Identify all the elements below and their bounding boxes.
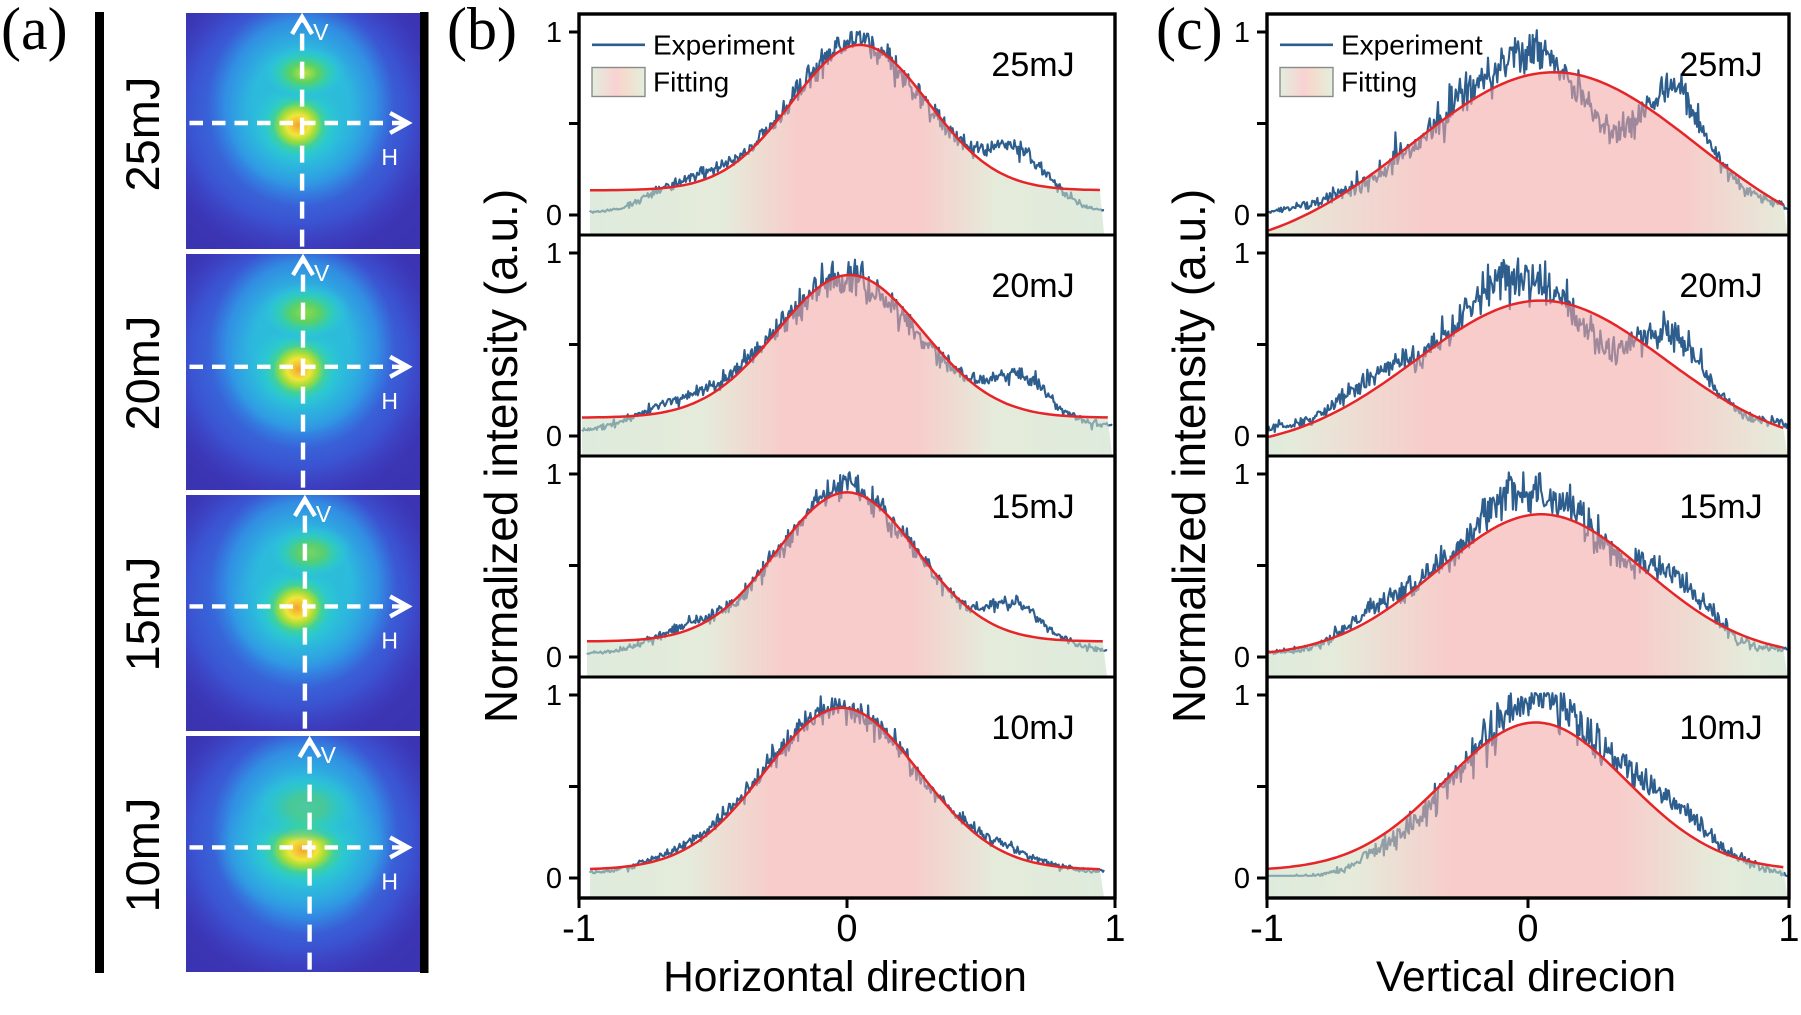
svg-text:1: 1 xyxy=(1778,908,1799,950)
svg-text:1: 1 xyxy=(1234,238,1250,270)
svg-text:Experiment: Experiment xyxy=(1341,30,1483,61)
svg-text:(c): (c) xyxy=(1156,0,1223,62)
svg-text:1: 1 xyxy=(546,238,562,270)
svg-text:H: H xyxy=(381,388,398,414)
svg-text:Fitting: Fitting xyxy=(1341,67,1417,98)
svg-text:H: H xyxy=(381,144,398,170)
svg-text:Experiment: Experiment xyxy=(653,30,795,61)
svg-text:-1: -1 xyxy=(562,908,596,950)
svg-text:15mJ: 15mJ xyxy=(116,557,169,672)
svg-text:1: 1 xyxy=(546,459,562,491)
svg-text:H: H xyxy=(381,868,398,894)
svg-text:10mJ: 10mJ xyxy=(991,709,1074,747)
svg-text:V: V xyxy=(321,742,337,768)
svg-text:15mJ: 15mJ xyxy=(1679,488,1762,526)
svg-text:1: 1 xyxy=(1234,459,1250,491)
svg-text:1: 1 xyxy=(546,680,562,712)
svg-text:V: V xyxy=(316,501,332,527)
svg-text:0: 0 xyxy=(546,200,562,232)
svg-text:(a): (a) xyxy=(1,0,68,62)
svg-text:25mJ: 25mJ xyxy=(116,77,169,192)
svg-text:(b): (b) xyxy=(447,0,517,62)
svg-text:10mJ: 10mJ xyxy=(116,798,169,913)
svg-text:0: 0 xyxy=(836,908,857,950)
svg-text:0: 0 xyxy=(1234,421,1250,453)
svg-text:20mJ: 20mJ xyxy=(116,316,169,431)
svg-text:Normalized intensity (a.u.): Normalized intensity (a.u.) xyxy=(475,189,527,723)
svg-text:10mJ: 10mJ xyxy=(1679,709,1762,747)
svg-text:H: H xyxy=(381,627,398,653)
svg-text:1: 1 xyxy=(1234,680,1250,712)
svg-text:25mJ: 25mJ xyxy=(1679,46,1762,84)
svg-text:0: 0 xyxy=(1234,200,1250,232)
svg-text:Fitting: Fitting xyxy=(653,67,729,98)
svg-text:0: 0 xyxy=(546,863,562,895)
svg-text:V: V xyxy=(313,19,329,45)
svg-text:0: 0 xyxy=(1234,642,1250,674)
svg-text:0: 0 xyxy=(1517,908,1538,950)
svg-text:1: 1 xyxy=(1104,908,1125,950)
svg-text:1: 1 xyxy=(546,17,562,49)
svg-text:15mJ: 15mJ xyxy=(991,488,1074,526)
svg-text:1: 1 xyxy=(1234,17,1250,49)
svg-text:-1: -1 xyxy=(1250,908,1284,950)
svg-text:0: 0 xyxy=(546,642,562,674)
svg-text:0: 0 xyxy=(1234,863,1250,895)
svg-text:20mJ: 20mJ xyxy=(991,267,1074,305)
svg-text:0: 0 xyxy=(546,421,562,453)
svg-text:Vertical direcion: Vertical direcion xyxy=(1376,954,1676,1001)
svg-text:Horizontal direction: Horizontal direction xyxy=(663,954,1027,1001)
svg-text:20mJ: 20mJ xyxy=(1679,267,1762,305)
svg-text:25mJ: 25mJ xyxy=(991,46,1074,84)
svg-text:V: V xyxy=(314,260,330,286)
svg-text:Normalized intensity (a.u.): Normalized intensity (a.u.) xyxy=(1163,189,1215,723)
